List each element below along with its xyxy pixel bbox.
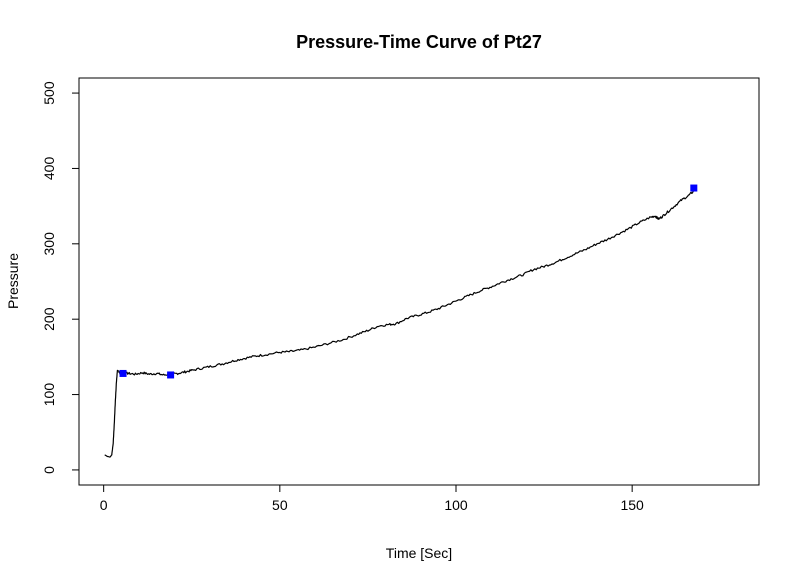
- y-tick-label: 0: [41, 466, 57, 474]
- y-axis: 0 100 200 300 400 500: [41, 81, 80, 474]
- x-axis-label: Time [Sec]: [386, 545, 452, 561]
- chart-title: Pressure-Time Curve of Pt27: [296, 32, 542, 52]
- data-marker-1: [167, 371, 175, 379]
- x-tick-label: 0: [100, 497, 108, 513]
- y-axis-label: Pressure: [5, 253, 21, 309]
- series-line-0: [104, 190, 695, 458]
- marker-layer: [119, 184, 698, 379]
- y-tick-label: 200: [41, 307, 57, 331]
- data-marker-2: [690, 184, 698, 192]
- series-layer: [104, 190, 695, 458]
- y-tick-label: 100: [41, 383, 57, 407]
- x-tick-label: 50: [272, 497, 288, 513]
- y-tick-label: 300: [41, 232, 57, 256]
- data-marker-0: [119, 369, 127, 377]
- x-tick-label: 100: [444, 497, 468, 513]
- plot-frame: [78, 77, 760, 486]
- y-tick-label: 400: [41, 157, 57, 181]
- x-tick-label: 150: [620, 497, 644, 513]
- y-tick-label: 500: [41, 81, 57, 105]
- x-axis: 0 50 100 150: [100, 484, 644, 513]
